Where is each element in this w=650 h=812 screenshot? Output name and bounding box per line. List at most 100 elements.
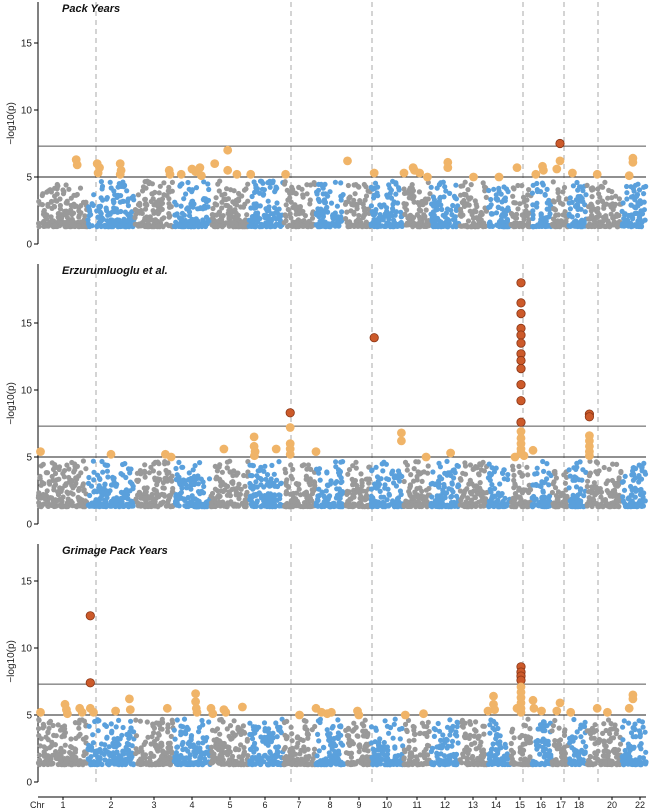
suggestive-hit-point	[271, 444, 281, 454]
snp-point	[110, 740, 116, 747]
snp-point	[238, 204, 244, 210]
snp-point	[585, 478, 591, 484]
snp-point	[620, 494, 626, 500]
snp-point	[240, 723, 246, 729]
snp-point	[362, 206, 369, 212]
snp-point	[50, 722, 56, 729]
snp-point	[609, 477, 616, 484]
snp-point	[193, 745, 199, 751]
snp-point	[102, 757, 108, 763]
snp-point	[495, 504, 501, 510]
snp-point	[139, 210, 145, 216]
snp-point	[257, 203, 263, 209]
snp-point	[444, 206, 451, 212]
snp-point	[36, 220, 42, 226]
snp-point	[154, 209, 160, 215]
snp-point	[584, 483, 590, 490]
snp-point	[297, 751, 303, 757]
snp-point	[267, 184, 273, 190]
snp-point	[81, 488, 87, 494]
snp-point	[270, 180, 276, 186]
snp-point	[110, 474, 116, 480]
snp-point	[382, 482, 388, 488]
snp-point	[244, 736, 250, 743]
snp-point	[167, 492, 174, 498]
snp-point	[404, 222, 410, 228]
snp-point	[145, 224, 151, 230]
snp-point	[91, 192, 97, 198]
snp-point	[401, 186, 407, 192]
snp-point	[310, 756, 316, 762]
y-tick-label: 5	[26, 711, 32, 722]
snp-point	[481, 184, 488, 190]
snp-point	[226, 207, 232, 214]
snp-point	[449, 480, 455, 486]
snp-point	[629, 487, 635, 493]
snp-point	[91, 469, 97, 475]
snp-point	[550, 216, 557, 222]
snp-point	[57, 220, 64, 226]
snp-point	[457, 488, 463, 494]
snp-point	[146, 470, 152, 476]
snp-point	[364, 743, 370, 749]
snp-point	[77, 496, 83, 502]
snp-point	[595, 209, 601, 215]
hit-points	[36, 278, 595, 462]
snp-point	[632, 210, 638, 217]
snp-point	[36, 717, 42, 723]
snp-point	[408, 472, 414, 478]
snp-point	[186, 477, 192, 483]
snp-point	[534, 470, 540, 477]
snp-point	[548, 472, 554, 479]
snp-point	[162, 459, 168, 465]
snp-point	[467, 208, 473, 214]
snp-point	[274, 185, 280, 191]
snp-point	[174, 717, 180, 723]
snp-point	[253, 185, 259, 191]
snp-point	[462, 471, 469, 477]
suggestive-hit-point	[585, 451, 594, 461]
snp-point	[98, 179, 104, 185]
snp-point	[566, 485, 572, 491]
snp-point	[585, 223, 591, 229]
snp-point	[283, 218, 289, 224]
snp-point	[541, 468, 547, 474]
snp-point	[325, 503, 332, 509]
snp-point	[427, 191, 433, 197]
snp-point	[269, 462, 275, 468]
snp-point	[351, 720, 357, 726]
snp-point	[231, 760, 237, 767]
snp-point	[266, 733, 272, 740]
suggestive-hit-point	[210, 159, 220, 169]
snp-point	[160, 485, 166, 491]
snp-point	[177, 755, 183, 761]
snp-point	[230, 479, 236, 485]
snp-point	[588, 490, 595, 496]
snp-point	[156, 190, 162, 196]
snp-point	[354, 502, 360, 508]
snp-point	[161, 492, 167, 498]
snp-point	[358, 760, 364, 766]
snp-point	[309, 215, 316, 221]
snp-point	[316, 198, 323, 205]
snp-point	[40, 191, 46, 197]
snp-point	[165, 729, 171, 735]
snp-point	[610, 461, 616, 467]
snp-point	[239, 193, 245, 199]
snp-point	[159, 206, 165, 212]
snp-point	[334, 486, 340, 492]
snp-point	[423, 207, 429, 213]
snp-point	[66, 466, 72, 472]
snp-point	[609, 503, 615, 509]
snp-point	[160, 499, 166, 505]
snp-point	[130, 193, 136, 199]
snp-point	[530, 212, 536, 218]
snp-point	[623, 222, 629, 228]
snp-point	[316, 466, 323, 472]
snp-point	[505, 189, 511, 195]
snp-point	[104, 196, 110, 202]
snp-point	[401, 503, 407, 509]
snp-point	[320, 214, 326, 220]
snp-point	[562, 494, 569, 500]
